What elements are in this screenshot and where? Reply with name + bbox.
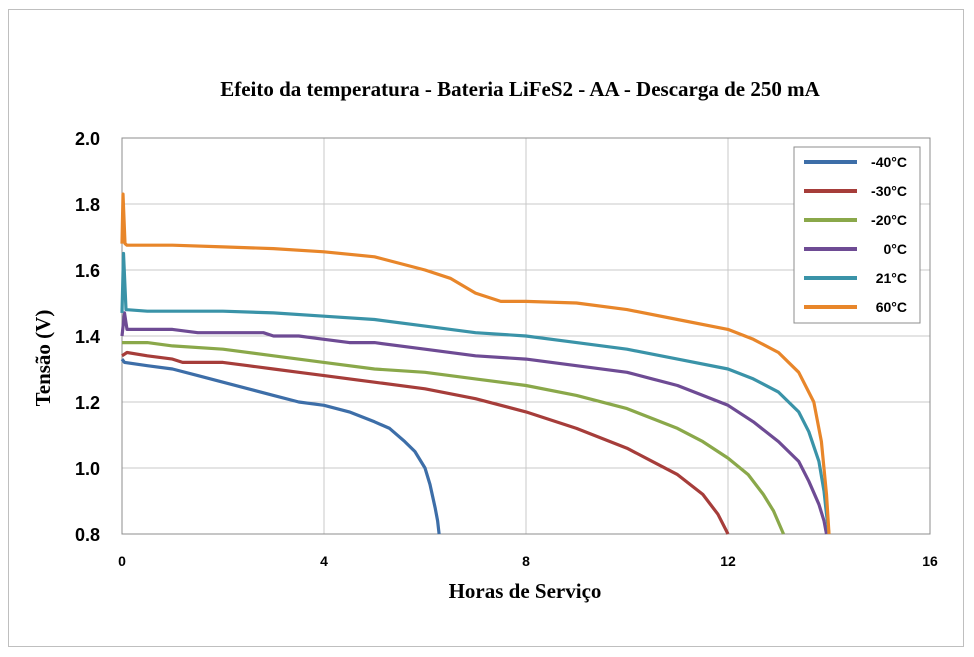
- legend-label: 0°C: [884, 241, 908, 257]
- series-line-0c: [120, 311, 829, 535]
- series-line-60c: [120, 192, 831, 535]
- x-tick-label: 0: [118, 553, 126, 569]
- series-group: [120, 192, 831, 535]
- series-line--30c: [121, 350, 730, 535]
- series-line--40c: [120, 358, 441, 535]
- chart-frame: Efeito da temperatura - Bateria LiFeS2 -…: [8, 9, 964, 647]
- x-tick-label: 8: [522, 553, 530, 569]
- x-tick-label: 4: [320, 553, 328, 569]
- legend-label: -20°C: [871, 212, 907, 228]
- legend-label: -30°C: [871, 183, 907, 199]
- y-tick-label: 0.8: [75, 525, 100, 545]
- y-tick-label: 2.0: [75, 129, 100, 149]
- x-tick-label: 12: [720, 553, 736, 569]
- legend-box: [793, 146, 921, 324]
- y-tick-label: 1.6: [75, 261, 100, 281]
- y-tick-labels: 0.8 1.0 1.2 1.4 1.6 1.8 2.0: [75, 129, 100, 545]
- legend: -40°C -30°C -20°C 0°C 21°C 60°C: [793, 146, 921, 324]
- legend-label: 21°C: [876, 270, 907, 286]
- y-tick-label: 1.2: [75, 393, 100, 413]
- y-tick-label: 1.4: [75, 327, 100, 347]
- y-axis-title: Tensão (V): [31, 310, 55, 407]
- legend-label: -40°C: [871, 154, 907, 170]
- x-axis-title: Horas de Serviço: [449, 579, 602, 603]
- series-line-21c: [120, 251, 831, 535]
- y-tick-label: 1.8: [75, 195, 100, 215]
- chart-svg: Efeito da temperatura - Bateria LiFeS2 -…: [31, 77, 938, 603]
- legend-label: 60°C: [876, 299, 907, 315]
- series-line--20c: [122, 341, 785, 535]
- x-tick-label: 16: [922, 553, 938, 569]
- y-tick-label: 1.0: [75, 459, 100, 479]
- chart-title: Efeito da temperatura - Bateria LiFeS2 -…: [220, 77, 820, 101]
- x-tick-labels: 0 4 8 12 16: [118, 553, 938, 569]
